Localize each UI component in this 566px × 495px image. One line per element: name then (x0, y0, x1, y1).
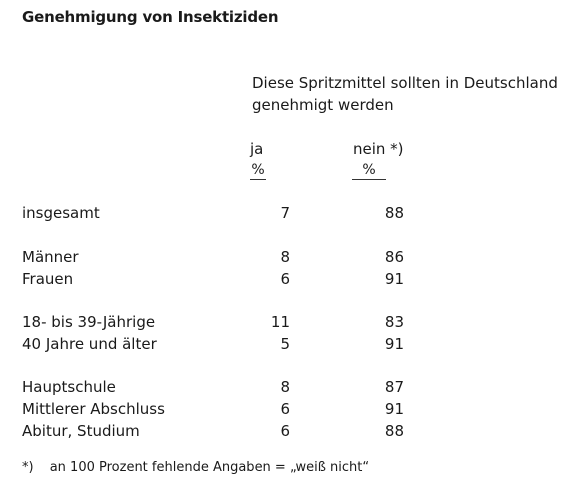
row-value-nein: 91 (384, 335, 404, 353)
footnote: *) an 100 Prozent fehlende Angaben = „we… (22, 460, 369, 475)
row-label: Hauptschule (22, 378, 116, 396)
row-value-ja: 6 (280, 400, 290, 418)
row-value-nein: 86 (384, 248, 404, 266)
row-value-nein: 88 (384, 204, 404, 222)
row-label: 40 Jahre und älter (22, 335, 157, 353)
row-label: Frauen (22, 270, 74, 288)
row-value-ja: 6 (280, 270, 290, 288)
row-value-nein: 91 (384, 400, 404, 418)
row-value-ja: 11 (270, 313, 290, 331)
question-text: Diese Spritzmittel sollten in Deutschlan… (252, 72, 562, 116)
row-label: Abitur, Studium (22, 422, 140, 440)
row-value-ja: 6 (280, 422, 290, 440)
row-value-nein: 83 (384, 313, 404, 331)
row-value-nein: 87 (384, 378, 404, 396)
row-value-ja: 7 (280, 204, 290, 222)
column-header-nein: nein *) (353, 140, 404, 158)
row-label: 18- bis 39-Jährige (22, 313, 156, 331)
question-line-2: genehmigt werden (252, 96, 394, 114)
row-value-nein: 88 (384, 422, 404, 440)
unit-nein: % (352, 162, 386, 180)
question-line-1: Diese Spritzmittel sollten in Deutschlan… (252, 74, 558, 92)
row-label: insgesamt (22, 204, 100, 222)
footnote-text: an 100 Prozent fehlende Angaben = „weiß … (49, 460, 370, 475)
row-value-ja: 5 (280, 335, 290, 353)
footnote-mark: *) (22, 460, 34, 475)
unit-ja: % (250, 162, 266, 180)
row-value-nein: 91 (384, 270, 404, 288)
row-value-ja: 8 (280, 378, 290, 396)
column-header-ja: ja (250, 140, 264, 158)
row-value-ja: 8 (280, 248, 290, 266)
row-label: Männer (22, 248, 79, 266)
page-title: Genehmigung von Insektiziden (22, 8, 279, 26)
row-label: Mittlerer Abschluss (22, 400, 165, 418)
